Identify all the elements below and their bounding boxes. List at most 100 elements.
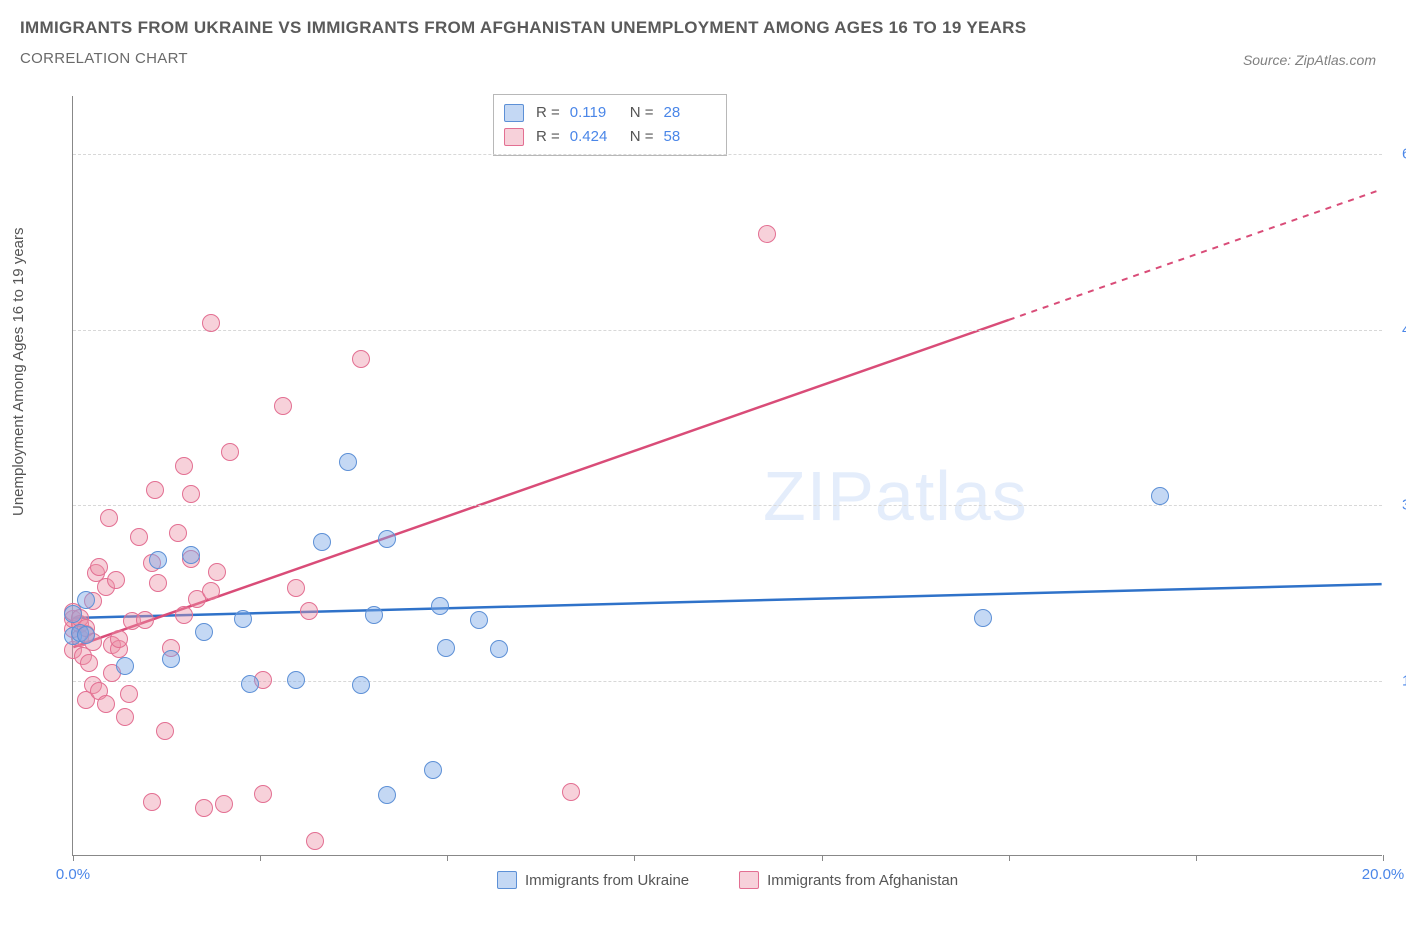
source-attribution: Source: ZipAtlas.com xyxy=(1243,52,1376,68)
data-point-afghanistan xyxy=(182,485,200,503)
data-point-ukraine xyxy=(162,650,180,668)
y-axis-label: Unemployment Among Ages 16 to 19 years xyxy=(10,227,27,516)
data-point-ukraine xyxy=(149,551,167,569)
n-label: N = xyxy=(630,125,654,149)
data-point-ukraine xyxy=(116,657,134,675)
data-point-afghanistan xyxy=(195,799,213,817)
xtick-label: 20.0% xyxy=(1362,866,1405,883)
trend-lines xyxy=(73,96,1382,855)
bottom-legend: Immigrants from Ukraine Immigrants from … xyxy=(73,871,1382,889)
data-point-ukraine xyxy=(182,546,200,564)
ytick-label: 15.0% xyxy=(1396,672,1406,689)
data-point-afghanistan xyxy=(300,602,318,620)
gridline xyxy=(73,330,1382,331)
data-point-afghanistan xyxy=(306,832,324,850)
xtick xyxy=(1009,855,1010,861)
legend-item-ukraine: Immigrants from Ukraine xyxy=(497,871,689,889)
data-point-ukraine xyxy=(365,606,383,624)
data-point-ukraine xyxy=(77,626,95,644)
r-label: R = xyxy=(536,101,560,125)
ytick-label: 60.0% xyxy=(1396,146,1406,163)
data-point-afghanistan xyxy=(130,528,148,546)
legend-label-ukraine: Immigrants from Ukraine xyxy=(525,872,689,889)
r-label: R = xyxy=(536,125,560,149)
plot-area: ZIPatlas R = 0.119 N = 28 R = 0.424 N = … xyxy=(72,96,1382,856)
xtick xyxy=(260,855,261,861)
data-point-afghanistan xyxy=(90,558,108,576)
data-point-afghanistan xyxy=(80,654,98,672)
xtick xyxy=(73,855,74,861)
data-point-ukraine xyxy=(431,597,449,615)
data-point-ukraine xyxy=(470,611,488,629)
legend-item-afghanistan: Immigrants from Afghanistan xyxy=(739,871,958,889)
xtick-label: 0.0% xyxy=(56,866,90,883)
data-point-afghanistan xyxy=(169,524,187,542)
data-point-afghanistan xyxy=(274,397,292,415)
r-value-afghanistan: 0.424 xyxy=(570,125,618,149)
n-value-afghanistan: 58 xyxy=(664,125,712,149)
data-point-afghanistan xyxy=(149,574,167,592)
data-point-afghanistan xyxy=(221,443,239,461)
data-point-ukraine xyxy=(287,671,305,689)
n-value-ukraine: 28 xyxy=(664,101,712,125)
data-point-ukraine xyxy=(378,786,396,804)
data-point-afghanistan xyxy=(107,571,125,589)
data-point-afghanistan xyxy=(202,582,220,600)
data-point-afghanistan xyxy=(146,481,164,499)
gridline xyxy=(73,505,1382,506)
data-point-afghanistan xyxy=(97,695,115,713)
chart-title: IMMIGRANTS FROM UKRAINE VS IMMIGRANTS FR… xyxy=(20,18,1406,38)
data-point-afghanistan xyxy=(100,509,118,527)
data-point-afghanistan xyxy=(758,225,776,243)
data-point-afghanistan xyxy=(143,793,161,811)
legend-label-afghanistan: Immigrants from Afghanistan xyxy=(767,872,958,889)
data-point-afghanistan xyxy=(208,563,226,581)
xtick xyxy=(1196,855,1197,861)
data-point-ukraine xyxy=(352,676,370,694)
ytick-label: 45.0% xyxy=(1396,321,1406,338)
data-point-ukraine xyxy=(64,605,82,623)
data-point-ukraine xyxy=(424,761,442,779)
swatch-afghanistan xyxy=(504,128,524,146)
stats-row-ukraine: R = 0.119 N = 28 xyxy=(504,101,712,125)
xtick xyxy=(1383,855,1384,861)
data-point-ukraine xyxy=(1151,487,1169,505)
data-point-afghanistan xyxy=(287,579,305,597)
chart-container: Unemployment Among Ages 16 to 19 years Z… xyxy=(20,96,1386,886)
data-point-afghanistan xyxy=(202,314,220,332)
stats-row-afghanistan: R = 0.424 N = 58 xyxy=(504,125,712,149)
swatch-ukraine xyxy=(504,104,524,122)
data-point-afghanistan xyxy=(352,350,370,368)
data-point-afghanistan xyxy=(120,685,138,703)
data-point-afghanistan xyxy=(110,630,128,648)
data-point-afghanistan xyxy=(215,795,233,813)
data-point-afghanistan xyxy=(136,611,154,629)
data-point-ukraine xyxy=(77,591,95,609)
data-point-ukraine xyxy=(313,533,331,551)
stats-legend-box: R = 0.119 N = 28 R = 0.424 N = 58 xyxy=(493,94,727,156)
swatch-afghanistan xyxy=(739,871,759,889)
data-point-ukraine xyxy=(241,675,259,693)
data-point-ukraine xyxy=(378,530,396,548)
data-point-afghanistan xyxy=(562,783,580,801)
ytick-label: 30.0% xyxy=(1396,497,1406,514)
data-point-afghanistan xyxy=(156,722,174,740)
data-point-afghanistan xyxy=(254,785,272,803)
data-point-ukraine xyxy=(490,640,508,658)
data-point-afghanistan xyxy=(175,457,193,475)
swatch-ukraine xyxy=(497,871,517,889)
xtick xyxy=(447,855,448,861)
data-point-ukraine xyxy=(195,623,213,641)
xtick xyxy=(634,855,635,861)
data-point-afghanistan xyxy=(175,606,193,624)
data-point-ukraine xyxy=(339,453,357,471)
xtick xyxy=(822,855,823,861)
chart-subtitle: CORRELATION CHART xyxy=(20,50,1406,67)
data-point-ukraine xyxy=(974,609,992,627)
data-point-afghanistan xyxy=(116,708,134,726)
r-value-ukraine: 0.119 xyxy=(570,101,618,125)
data-point-ukraine xyxy=(437,639,455,657)
data-point-ukraine xyxy=(234,610,252,628)
gridline xyxy=(73,154,1382,155)
n-label: N = xyxy=(630,101,654,125)
